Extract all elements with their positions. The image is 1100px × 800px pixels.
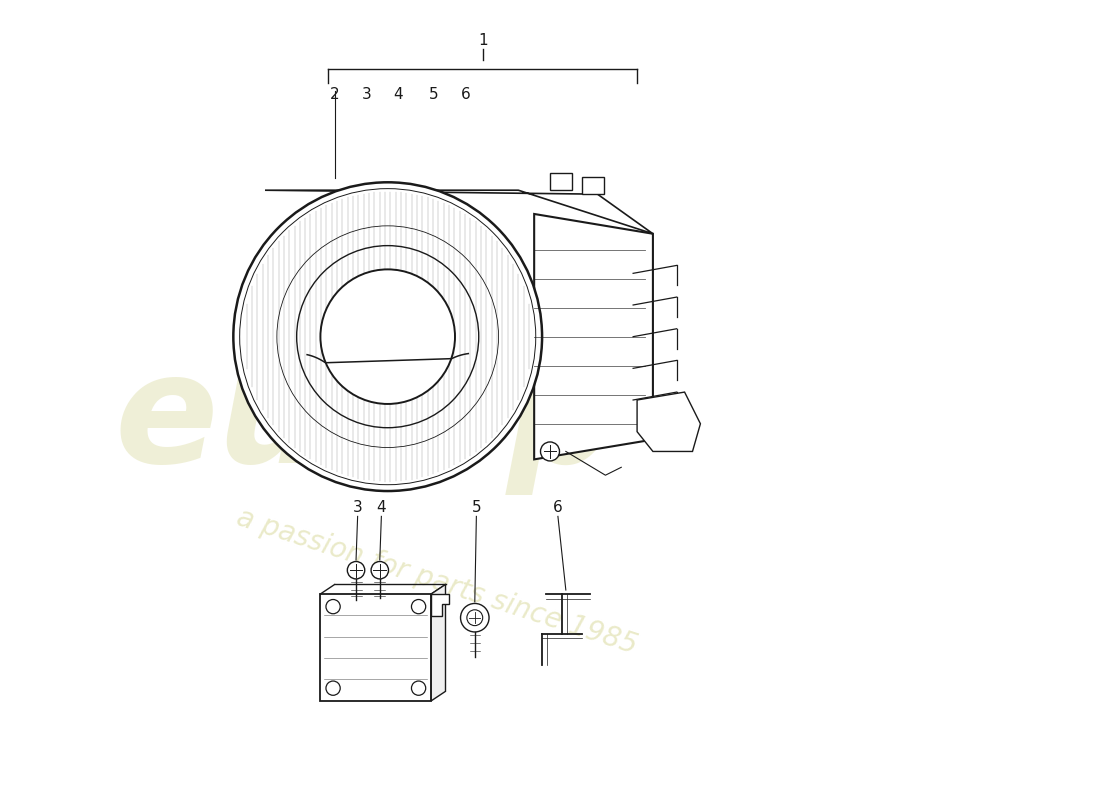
Circle shape bbox=[466, 610, 483, 626]
Text: 1: 1 bbox=[477, 33, 487, 48]
Polygon shape bbox=[637, 392, 701, 451]
Text: 3: 3 bbox=[362, 87, 371, 102]
Text: 5: 5 bbox=[472, 500, 481, 514]
Circle shape bbox=[320, 270, 455, 404]
Polygon shape bbox=[535, 214, 653, 459]
Bar bbox=[320, 594, 431, 701]
FancyBboxPatch shape bbox=[582, 177, 604, 194]
Circle shape bbox=[461, 603, 490, 632]
Text: 2: 2 bbox=[330, 87, 340, 102]
Circle shape bbox=[371, 562, 388, 579]
Polygon shape bbox=[431, 594, 449, 616]
Text: 4: 4 bbox=[376, 500, 386, 514]
Circle shape bbox=[348, 562, 365, 579]
Text: 4: 4 bbox=[393, 87, 403, 102]
Polygon shape bbox=[431, 585, 446, 701]
Text: 5: 5 bbox=[429, 87, 439, 102]
Text: europ: europ bbox=[114, 346, 617, 495]
FancyBboxPatch shape bbox=[550, 173, 572, 190]
Text: a passion for parts since 1985: a passion for parts since 1985 bbox=[233, 503, 641, 659]
Text: 3: 3 bbox=[353, 500, 363, 514]
Polygon shape bbox=[265, 190, 653, 234]
Text: 6: 6 bbox=[461, 87, 470, 102]
Circle shape bbox=[540, 442, 560, 461]
Circle shape bbox=[233, 182, 542, 491]
Text: 6: 6 bbox=[553, 500, 563, 514]
